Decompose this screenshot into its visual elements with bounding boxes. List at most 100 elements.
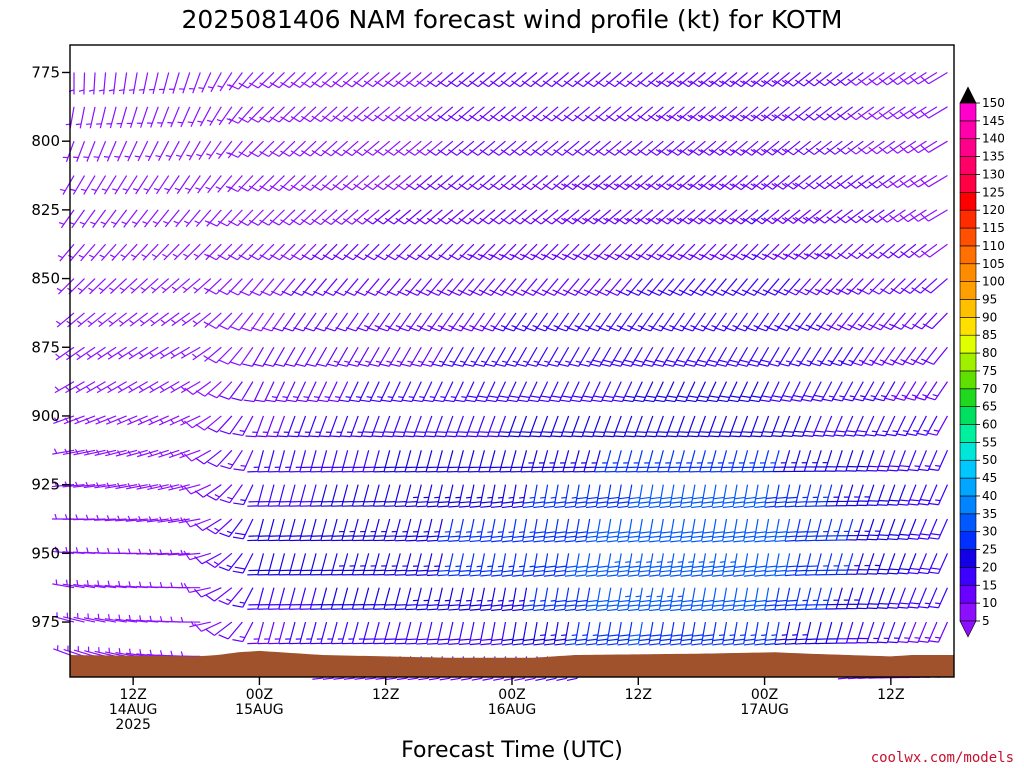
- wind-barb: [571, 415, 591, 438]
- wind-barb: [228, 140, 254, 158]
- wind-barb: [912, 312, 938, 330]
- wind-barb: [857, 106, 885, 121]
- wind-barb: [825, 450, 843, 472]
- wind-barb: [647, 450, 664, 473]
- wind-barb: [342, 72, 370, 88]
- wind-barb: [104, 580, 127, 589]
- wind-barb: [825, 587, 843, 610]
- wind-barb: [122, 175, 138, 195]
- wind-barb: [794, 175, 822, 190]
- colorbar-label: 15: [982, 578, 997, 592]
- wind-barb: [78, 72, 86, 95]
- wind-barb: [74, 415, 96, 425]
- x-tick-label: 17AUG: [740, 702, 789, 718]
- colorbar-swatch: [959, 245, 977, 265]
- wind-barb: [433, 381, 454, 403]
- wind-barb: [331, 587, 349, 610]
- wind-barb: [459, 621, 475, 646]
- wind-barb: [257, 450, 275, 473]
- wind-barb: [857, 209, 885, 224]
- wind-barb: [691, 587, 707, 612]
- wind-barb: [268, 553, 286, 576]
- y-tick-label: 900: [31, 407, 60, 425]
- wind-barb: [868, 71, 896, 86]
- wind-barb: [134, 140, 149, 162]
- wind-barb: [290, 209, 317, 226]
- wind-barb: [301, 72, 327, 88]
- wind-barb: [649, 484, 664, 509]
- wind-barb: [815, 553, 833, 576]
- wind-barb: [825, 484, 843, 507]
- wind-barb: [374, 106, 401, 122]
- wind-barb: [575, 587, 591, 612]
- wind-barb: [158, 449, 180, 458]
- wind-barb: [238, 175, 264, 192]
- wind-barb: [879, 243, 906, 259]
- colorbar-bottom-arrow: [959, 620, 977, 638]
- wind-barb: [543, 587, 559, 612]
- wind-barb: [268, 621, 286, 645]
- wind-barb: [763, 140, 790, 156]
- wind-barb: [342, 106, 370, 122]
- credit-link[interactable]: coolwx.com/models: [871, 750, 1014, 766]
- wind-barb: [645, 415, 664, 438]
- wind-barb: [563, 175, 591, 191]
- wind-barb: [108, 312, 127, 327]
- wind-barb: [596, 518, 612, 543]
- wind-barb: [194, 518, 222, 532]
- wind-barb: [712, 587, 728, 612]
- wind-barb: [479, 106, 506, 122]
- wind-barb: [269, 72, 296, 89]
- wind-barb: [848, 243, 875, 260]
- wind-barb: [52, 579, 75, 589]
- wind-barb: [490, 175, 517, 191]
- wind-barb: [206, 243, 233, 261]
- wind-barb: [835, 450, 854, 472]
- wind-barb: [157, 516, 180, 523]
- colorbar-label: 70: [982, 382, 997, 396]
- wind-barb: [774, 621, 791, 646]
- wind-barb: [268, 450, 286, 473]
- wind-barb: [352, 553, 370, 576]
- wind-barb: [575, 621, 591, 646]
- wind-barb: [533, 621, 549, 646]
- wind-barb: [248, 175, 275, 192]
- wind-barb: [89, 243, 107, 262]
- x-tick-label: 12Z: [625, 687, 652, 703]
- wind-barb: [784, 518, 801, 542]
- wind-barb: [500, 72, 527, 88]
- wind-barb: [866, 587, 885, 610]
- wind-barb: [917, 587, 938, 609]
- wind-barb: [742, 175, 769, 191]
- wind-barb: [584, 450, 601, 473]
- wind-barb: [347, 346, 370, 367]
- wind-barb: [416, 553, 433, 576]
- wind-barb: [856, 587, 875, 610]
- wind-barb: [108, 278, 128, 294]
- wind-barb: [184, 209, 201, 228]
- wind-barb: [928, 621, 949, 643]
- wind-barb: [260, 278, 285, 296]
- wind-barb: [889, 209, 917, 223]
- wind-barb: [238, 106, 264, 123]
- wind-barb: [378, 346, 401, 367]
- wind-barb: [76, 312, 96, 328]
- wind-barb: [690, 106, 717, 122]
- wind-barb: [120, 243, 138, 261]
- wind-barb: [149, 346, 170, 360]
- wind-barb: [764, 243, 791, 261]
- wind-barb: [80, 175, 96, 195]
- wind-barb: [521, 106, 548, 122]
- wind-barb: [426, 209, 454, 225]
- wind-barb: [301, 106, 327, 123]
- wind-barb: [198, 72, 212, 93]
- wind-barb: [825, 553, 843, 576]
- wind-barb: [700, 209, 727, 225]
- wind-barb: [887, 450, 906, 472]
- wind-barb: [107, 381, 127, 394]
- wind-barb: [866, 553, 885, 575]
- wind-barb: [722, 518, 738, 543]
- wind-barb: [857, 140, 885, 155]
- colorbar-swatch: [959, 424, 977, 443]
- wind-barb: [511, 72, 538, 88]
